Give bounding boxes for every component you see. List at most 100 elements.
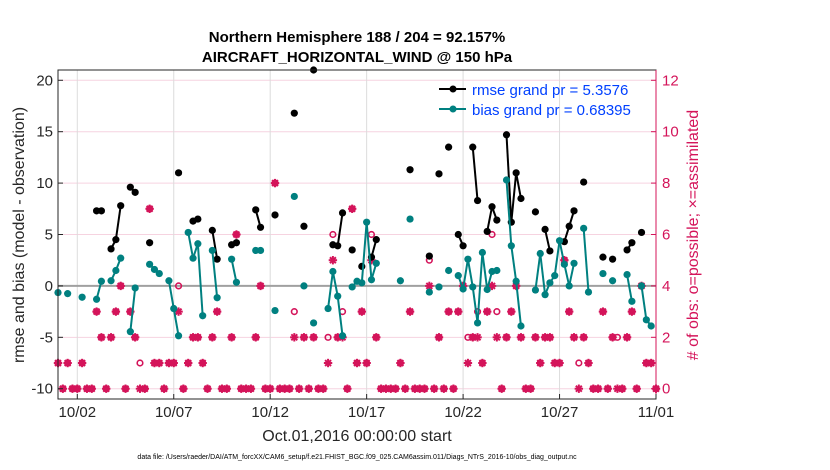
assimilated-obs-marker (401, 384, 410, 393)
bias-segment (129, 287, 137, 332)
x-tick-label: 10/17 (348, 404, 386, 421)
bias-point (517, 322, 525, 330)
rmse-point (483, 227, 491, 236)
assimilated-star-stroke (252, 333, 260, 341)
bias-point (570, 259, 578, 267)
legend-bias-marker (449, 105, 457, 113)
bias-segment (167, 280, 175, 309)
rmse-point (348, 246, 356, 254)
assimilated-star-stroke (73, 385, 81, 393)
bias-segment (510, 245, 518, 282)
assimilated-obs-marker (222, 384, 231, 393)
assimilated-star-stroke (131, 333, 139, 341)
assimilated-obs-marker (319, 384, 328, 393)
assimilated-obs-marker (579, 333, 588, 342)
assimilated-star-stroke (285, 385, 294, 393)
assimilated-star-stroke (102, 385, 110, 393)
bias-point (213, 294, 221, 302)
rmse-point (454, 230, 462, 239)
bias-point (338, 332, 347, 340)
assimilated-star-stroke (517, 333, 525, 341)
assimilated-star-stroke (391, 385, 400, 393)
rmse-point (232, 239, 241, 247)
bias-point (623, 270, 631, 279)
bias-point (551, 272, 559, 280)
assimilated-obs-marker (545, 333, 555, 342)
rmse-segment (544, 229, 551, 252)
assimilated-obs-marker (598, 307, 608, 316)
assimilated-obs-marker (473, 333, 482, 342)
assimilated-obs-marker (63, 358, 72, 368)
assimilated-obs-marker (478, 358, 487, 368)
assimilated-star-stroke (493, 333, 501, 341)
bias-point (493, 266, 501, 275)
bias-segment (187, 232, 195, 259)
y-axis-label: rmse and bias (model - observation) (11, 107, 28, 363)
bias-segment (626, 274, 633, 302)
assimilated-star-stroke (435, 333, 443, 341)
bias-segment (360, 222, 368, 283)
rmse-point (517, 194, 525, 203)
assimilated-star-stroke (526, 385, 535, 393)
rmse-point (406, 166, 414, 174)
bias-segment (462, 259, 469, 290)
assimilated-obs-marker (622, 333, 632, 342)
assimilated-star-stroke (78, 359, 86, 367)
assimilated-star-stroke (227, 333, 236, 341)
possible-obs-marker (329, 230, 337, 239)
bias-segment (196, 243, 204, 316)
assimilated-star-stroke (531, 333, 540, 341)
possible-obs-marker (493, 308, 501, 316)
rmse-point (570, 207, 578, 215)
assimilated-star-stroke (536, 359, 544, 367)
bias-segment (336, 296, 344, 336)
bias-segment (327, 271, 334, 309)
assimilated-star-stroke (232, 230, 241, 239)
bias-segment (563, 264, 571, 287)
assimilated-obs-marker (111, 307, 121, 316)
bias-segment (515, 281, 522, 327)
assimilated-star-stroke (444, 307, 453, 316)
rmse-segment (211, 230, 219, 260)
rmse-point (599, 253, 607, 261)
assimilated-obs-marker (555, 358, 564, 368)
assimilated-obs-marker (516, 333, 526, 342)
assimilated-star-stroke (628, 307, 636, 316)
bias-point (194, 240, 202, 248)
bias-segment (471, 286, 479, 324)
assimilated-star-stroke (247, 385, 255, 393)
y-tick-label: 15 (36, 124, 53, 141)
bias-point (300, 282, 308, 290)
x-tick-label: 11/01 (638, 404, 674, 421)
series-lines (54, 66, 655, 340)
rmse-point (97, 207, 106, 215)
assimilated-star-stroke (353, 359, 361, 367)
assimilated-obs-marker (646, 358, 656, 368)
assimilated-star-stroke (420, 385, 429, 393)
legend-rmse-label: rmse grand pr = 5.3576 (472, 82, 628, 99)
bias-point (329, 267, 337, 276)
assimilated-star-stroke (454, 307, 462, 316)
y-right-tick-label: 2 (662, 329, 670, 346)
rmse-point (213, 255, 221, 263)
assimilated-star-stroke (290, 333, 298, 341)
rmse-point (334, 242, 342, 250)
assimilated-obs-marker (251, 333, 260, 342)
bias-point (131, 284, 139, 292)
assimilated-obs-marker (145, 204, 154, 213)
assimilated-obs-marker (102, 384, 111, 393)
bias-segment (365, 222, 373, 280)
bias-point (271, 306, 279, 315)
bias-point (608, 277, 617, 285)
bias-point (64, 290, 72, 298)
rmse-point (459, 242, 467, 250)
bias-point (647, 322, 655, 330)
assimilated-obs-marker (169, 358, 178, 368)
assimilated-star-stroke (440, 385, 448, 393)
bias-segment (172, 308, 180, 336)
rmse-point (445, 143, 453, 151)
assimilated-obs-marker (444, 307, 453, 316)
bias-point (358, 279, 366, 287)
assimilated-obs-marker (507, 307, 516, 316)
assimilated-star-stroke (599, 307, 607, 316)
